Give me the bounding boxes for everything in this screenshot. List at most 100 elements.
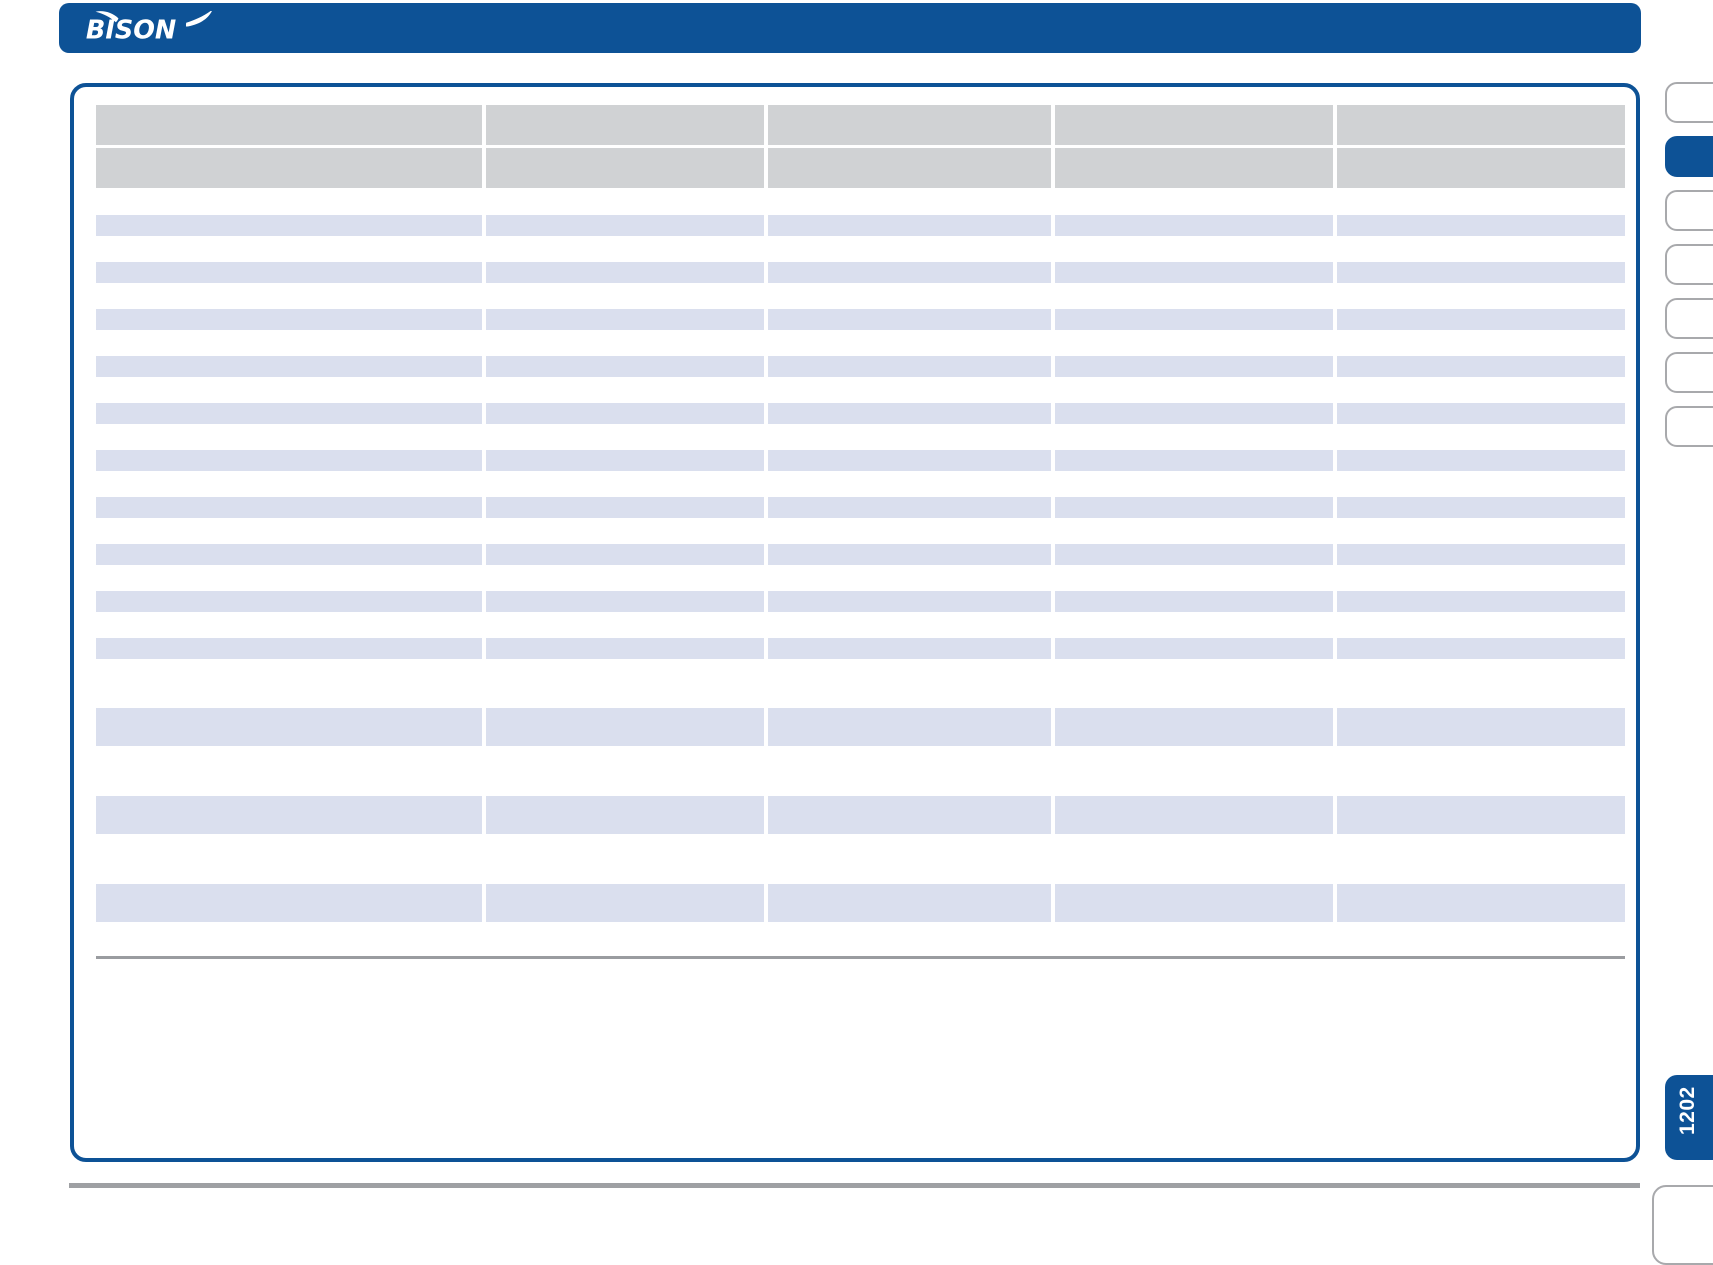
spec-table [96,105,1625,959]
table-row [96,309,1625,330]
row-cell [96,638,482,659]
row-cell [1055,544,1333,565]
row-cell [486,450,764,471]
page-number-label: 1202 [1676,1085,1699,1135]
row-cell [486,262,764,283]
row-cell [1337,796,1625,834]
row-cell [96,884,482,922]
table-row [96,497,1625,518]
table-row [96,638,1625,659]
side-tab-4[interactable] [1665,244,1713,285]
row-cell [486,497,764,518]
header-cell [1337,148,1625,188]
row-cell [1337,356,1625,377]
row-cell [96,309,482,330]
row-cell [1337,262,1625,283]
row-cell [768,309,1051,330]
row-cell [1055,215,1333,236]
table-row [96,262,1625,283]
bison-logo-text: BISON [86,16,176,45]
side-tab-2[interactable] [1665,136,1713,177]
row-cell [1055,708,1333,746]
row-cell [486,638,764,659]
row-cell [486,796,764,834]
row-cell [1337,591,1625,612]
row-cell [96,544,482,565]
row-cell [96,497,482,518]
row-cell [486,356,764,377]
table-row [96,356,1625,377]
side-tab-1[interactable] [1665,82,1713,123]
row-cell [486,215,764,236]
header-cell [96,148,482,188]
row-cell [768,403,1051,424]
header-cell [96,105,482,145]
row-cell [768,262,1051,283]
table-row [96,884,1625,922]
row-cell [486,884,764,922]
row-cell [486,591,764,612]
row-cell [768,544,1051,565]
row-cell [768,708,1051,746]
footer-rule [69,1183,1640,1188]
brand-bar: BISON [59,3,1641,53]
row-cell [96,450,482,471]
table-header-row [96,105,1625,145]
row-cell [1337,497,1625,518]
table-row [96,215,1625,236]
row-cell [1337,309,1625,330]
row-cell [768,884,1051,922]
header-cell [1337,105,1625,145]
side-tab-5[interactable] [1665,298,1713,339]
row-cell [1337,884,1625,922]
table-row [96,708,1625,746]
row-cell [96,262,482,283]
row-cell [96,591,482,612]
bison-horn-right-icon [185,11,212,27]
row-cell [1337,450,1625,471]
row-cell [1055,796,1333,834]
table-header-row [96,148,1625,188]
side-tab-3[interactable] [1665,190,1713,231]
page-number-tab: 1202 [1665,1075,1713,1160]
row-cell [1055,309,1333,330]
row-cell [1055,262,1333,283]
table-row [96,450,1625,471]
section-divider [96,956,1625,959]
header-cell [486,148,764,188]
row-cell [486,309,764,330]
row-cell [768,591,1051,612]
header-cell [486,105,764,145]
row-cell [768,638,1051,659]
side-tab-7[interactable] [1665,406,1713,447]
row-cell [1055,497,1333,518]
row-cell [96,356,482,377]
table-body [96,215,1625,922]
row-cell [1337,403,1625,424]
row-cell [486,708,764,746]
row-cell [96,708,482,746]
row-cell [768,450,1051,471]
row-cell [486,544,764,565]
bison-logo: BISON [86,11,212,45]
header-cell [1055,105,1333,145]
table-row [96,403,1625,424]
row-cell [1055,884,1333,922]
table-row [96,796,1625,834]
side-tabs [1665,82,1713,460]
row-cell [486,403,764,424]
header-cell [768,148,1051,188]
next-page-corner-tab[interactable] [1652,1185,1713,1265]
row-cell [768,796,1051,834]
row-cell [768,215,1051,236]
table-header [96,105,1625,188]
row-cell [96,796,482,834]
header-cell [768,105,1051,145]
table-row [96,544,1625,565]
row-cell [1337,708,1625,746]
catalog-panel [70,83,1640,1162]
row-cell [1337,215,1625,236]
side-tab-6[interactable] [1665,352,1713,393]
row-cell [1055,638,1333,659]
bison-horn-left-icon [95,11,119,23]
